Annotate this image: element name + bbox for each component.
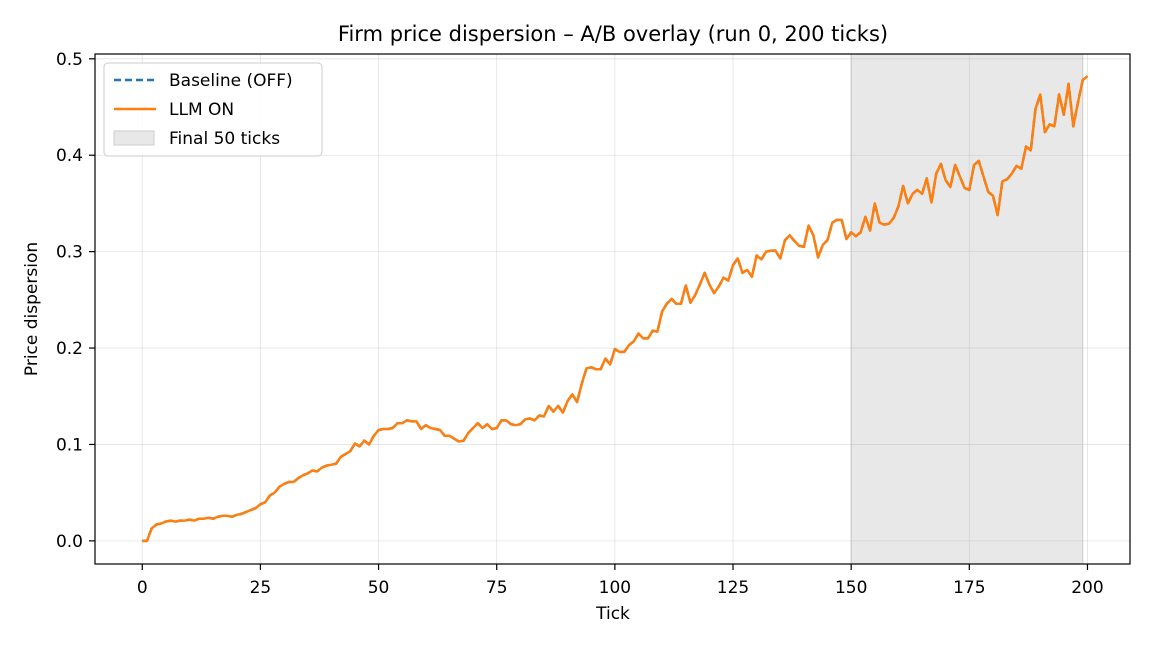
x-tick-label-25: 25	[250, 578, 272, 598]
plot-frame	[94, 53, 1131, 565]
y-tick-label-0.5: 0.5	[56, 50, 83, 70]
grid	[95, 54, 1130, 564]
y-tick-label-0.0: 0.0	[56, 532, 83, 552]
legend-baseline-label: Baseline (OFF)	[169, 71, 293, 91]
x-tick-label-200: 200	[1071, 578, 1103, 598]
final-50-ticks-region	[850, 53, 1084, 565]
x-axis-ticks: 0 25 50 75 100 125 150 175 200	[137, 564, 1104, 598]
legend-final-50-swatch	[113, 130, 155, 146]
y-axis-label: Price dispersion	[22, 242, 42, 376]
series-lines	[142, 75, 1089, 543]
y-axis-ticks: 0.0 0.1 0.2 0.3 0.4 0.5	[56, 50, 95, 552]
y-tick-label-0.1: 0.1	[56, 435, 83, 455]
chart-title: Firm price dispersion – A/B overlay (run…	[338, 22, 888, 46]
y-tick-label-0.4: 0.4	[56, 146, 83, 166]
series-llm-on-line	[142, 75, 1089, 543]
x-tick-label-100: 100	[599, 578, 631, 598]
x-tick-label-150: 150	[835, 578, 867, 598]
legend: Baseline (OFF) LLM ON Final 50 ticks	[103, 62, 323, 157]
legend-box	[103, 62, 323, 157]
y-tick-label-0.3: 0.3	[56, 243, 83, 263]
legend-llm-on-label: LLM ON	[169, 100, 234, 120]
x-tick-label-125: 125	[717, 578, 749, 598]
x-tick-label-50: 50	[368, 578, 390, 598]
y-tick-label-0.2: 0.2	[56, 339, 83, 359]
shaded-region-rect	[850, 53, 1084, 565]
x-tick-label-175: 175	[953, 578, 985, 598]
x-tick-label-0: 0	[137, 578, 148, 598]
x-axis-label: Tick	[595, 604, 630, 624]
x-tick-label-75: 75	[486, 578, 508, 598]
legend-final-50-label: Final 50 ticks	[169, 129, 280, 149]
